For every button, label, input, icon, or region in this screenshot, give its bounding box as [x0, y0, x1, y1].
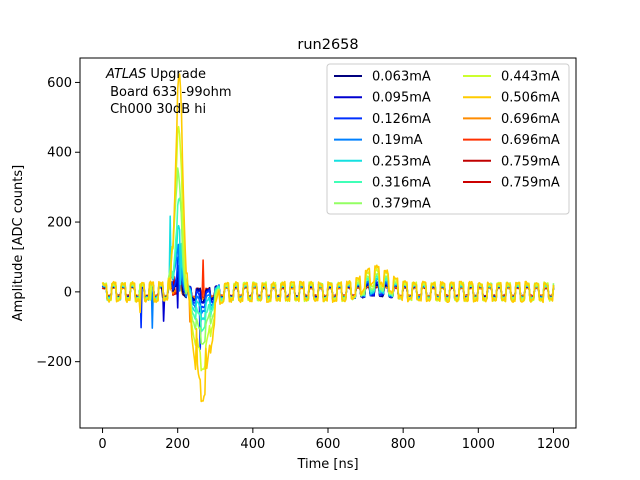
annotation-line-1: ATLAS Upgrade: [105, 67, 206, 82]
y-tick-label: −200: [36, 355, 72, 370]
x-tick-label: 800: [391, 437, 416, 452]
annotation: ATLAS Upgrade Board 633 -99ohm Ch000 30d…: [105, 67, 232, 117]
x-tick-label: 1000: [462, 437, 495, 452]
annotation-line-3: Ch000 30dB hi: [106, 102, 206, 117]
x-tick-label: 600: [316, 437, 341, 452]
y-tick-label: 600: [47, 76, 72, 91]
y-axis: −200 0 200 400 600: [36, 76, 80, 370]
legend-label: 0.379mA: [372, 197, 431, 212]
series-layer: [101, 73, 555, 403]
annotation-upgrade: Upgrade: [146, 67, 206, 82]
legend: 0.063mA 0.095mA 0.126mA 0.19mA 0.253mA 0.316m…: [326, 63, 570, 215]
x-tick-label: 1200: [537, 437, 570, 452]
x-axis: 0 200 400 600 800 1000 1200: [98, 428, 570, 452]
annotation-atlas: ATLAS: [105, 67, 146, 82]
legend-label: 0.19mA: [372, 133, 423, 148]
x-tick-label: 400: [240, 437, 265, 452]
x-tick-label: 200: [165, 437, 190, 452]
legend-frame: [326, 63, 570, 215]
legend-label: 0.443mA: [501, 70, 560, 85]
legend-label: 0.253mA: [372, 154, 431, 169]
legend-label: 0.316mA: [372, 176, 431, 191]
chart-title: run2658: [297, 37, 358, 53]
legend-label: 0.696mA: [501, 133, 560, 148]
legend-label: 0.696mA: [501, 112, 560, 127]
legend-label: 0.759mA: [501, 176, 560, 191]
series-line: [101, 73, 555, 403]
legend-label: 0.126mA: [372, 112, 431, 127]
x-tick-label: 0: [98, 437, 106, 452]
legend-label: 0.095mA: [372, 91, 431, 106]
y-tick-label: 400: [47, 146, 72, 161]
legend-label: 0.063mA: [372, 70, 431, 85]
annotation-line-2: Board 633 -99ohm: [106, 85, 232, 100]
y-tick-label: 0: [64, 285, 72, 300]
legend-label: 0.759mA: [501, 154, 560, 169]
x-axis-title: Time [ns]: [296, 457, 358, 472]
legend-label: 0.506mA: [501, 91, 560, 106]
y-tick-label: 200: [47, 216, 72, 231]
y-axis-title: Amplitude [ADC counts]: [11, 165, 26, 321]
